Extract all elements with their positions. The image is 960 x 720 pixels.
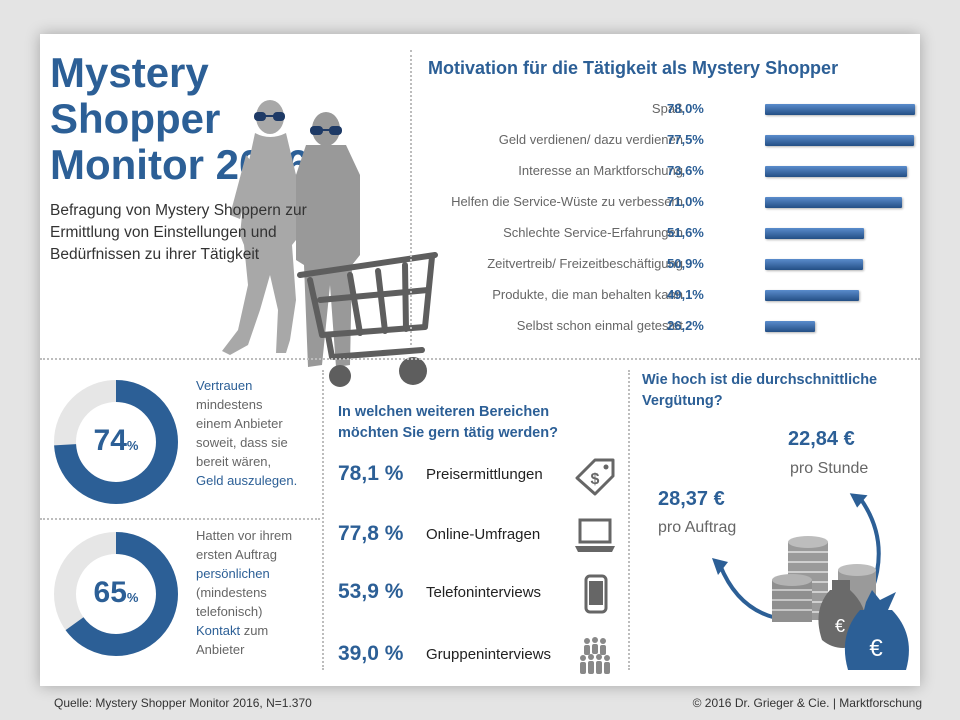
motivation-value: 77,5%	[667, 132, 704, 147]
donut-chart-contact	[54, 532, 178, 656]
title-line-1: Mystery	[50, 49, 209, 96]
divider-vertical-left	[322, 370, 324, 670]
motivation-row: Schlechte Service-Erfahrungen 51,6%	[400, 222, 920, 246]
motivation-row: Geld verdienen/ dazu verdienen 77,5%	[400, 129, 920, 153]
motivation-value: 26,2%	[667, 318, 704, 333]
motivation-bar	[765, 321, 815, 332]
donut-chart-trust	[54, 380, 178, 504]
motivation-label: Zeitvertreib/ Freizeitbeschäftigung	[487, 256, 683, 271]
svg-text:€: €	[869, 635, 883, 662]
motivation-bar	[765, 197, 902, 208]
donut-value-trust: 74%	[93, 424, 139, 457]
areas-title: In welchen weiteren Bereichen möchten Si…	[338, 404, 558, 441]
motivation-label: Interesse an Marktforschung	[518, 163, 683, 178]
motivation-value: 51,6%	[667, 225, 704, 240]
donut-value-contact: 65%	[93, 576, 139, 609]
area-label: Online-Umfragen	[426, 526, 541, 543]
source-note: Quelle: Mystery Shopper Monitor 2016, N=…	[54, 696, 312, 710]
divider-vertical-right	[628, 370, 630, 670]
area-label: Telefoninterviews	[426, 584, 542, 601]
motivation-bar	[765, 104, 915, 115]
motivation-bar	[765, 259, 863, 270]
hourly-amount: 22,84 €	[788, 428, 855, 450]
motivation-bar	[765, 228, 864, 239]
divider-horizontal-left	[40, 518, 320, 520]
hourly-unit: pro Stunde	[790, 460, 869, 477]
area-value: 77,8 %	[338, 522, 404, 545]
area-label: Preisermittlungen	[426, 466, 543, 483]
motivation-row: Spaß 78,0%	[400, 98, 920, 122]
motivation-row: Interesse an Marktforschung 73,6%	[400, 160, 920, 184]
motivation-row: Helfen die Service-Wüste zu verbessern 71…	[400, 191, 920, 215]
motivation-value: 71,0%	[667, 194, 704, 209]
motivation-row: Selbst schon einmal getestet 26,2%	[400, 315, 920, 339]
motivation-label: Helfen die Service-Wüste zu verbessern	[451, 194, 683, 209]
motivation-label: Spaß	[651, 101, 683, 116]
order-unit: pro Auftrag	[658, 519, 737, 536]
payment-title: Wie hoch ist die durchschnittliche Vergü…	[642, 372, 878, 409]
area-row: 78,1 % Preisermittlungen $	[338, 456, 628, 496]
laptop-icon	[575, 518, 615, 552]
order-amount: 28,37 €	[658, 488, 725, 510]
woman-silhouette-icon	[222, 100, 300, 355]
shopping-cart-icon	[297, 252, 438, 360]
motivation-label: Produkte, die man behalten kann	[492, 287, 683, 302]
svg-text:$: $	[591, 471, 600, 488]
area-row: 39,0 % Gruppeninterviews	[338, 636, 628, 676]
motivation-label: Geld verdienen/ dazu verdienen	[498, 132, 683, 147]
group-icon	[580, 637, 610, 674]
price-tag-icon: $	[575, 458, 615, 496]
donut-text-trust: Vertrauen mindestens einem Anbieter sowe…	[196, 378, 298, 488]
blue-money-bag-icon: €	[844, 590, 909, 670]
area-row: 53,9 % Telefoninterviews	[338, 574, 628, 614]
motivation-label: Schlechte Service-Erfahrungen	[503, 225, 683, 240]
motivation-row: Produkte, die man behalten kann 49,1%	[400, 284, 920, 308]
copyright-note: © 2016 Dr. Grieger & Cie. | Marktforschu…	[692, 696, 922, 710]
donut-text-contact: Hatten vor ihrem ersten Auftrag persönli…	[196, 528, 293, 657]
motivation-value: 49,1%	[667, 287, 704, 302]
title-line-2: Shopper	[50, 95, 221, 142]
motivation-value: 78,0%	[667, 101, 704, 116]
page-subtitle: Befragung von Mystery Shoppern zur Ermit…	[50, 202, 307, 263]
area-row: 77,8 % Online-Umfragen	[338, 516, 628, 556]
motivation-title: Motivation für die Tätigkeit als Mystery…	[428, 58, 839, 78]
area-value: 53,9 %	[338, 580, 404, 603]
motivation-label: Selbst schon einmal getestet	[516, 318, 683, 333]
motivation-value: 50,9%	[667, 256, 704, 271]
divider-vertical-top	[410, 50, 412, 345]
motivation-bar	[765, 290, 859, 301]
svg-text:€: €	[835, 616, 845, 636]
area-value: 39,0 %	[338, 642, 404, 665]
area-value: 78,1 %	[338, 462, 404, 485]
motivation-value: 73,6%	[667, 163, 704, 178]
smartphone-icon	[584, 574, 608, 614]
money-illustration: € €	[712, 493, 909, 670]
motivation-bar	[765, 135, 914, 146]
motivation-row: Zeitvertreib/ Freizeitbeschäftigung 50,9%	[400, 253, 920, 277]
shoppers-cart-illustration	[222, 100, 438, 387]
motivation-bar	[765, 166, 907, 177]
area-label: Gruppeninterviews	[426, 646, 552, 663]
divider-horizontal-main	[40, 358, 920, 360]
